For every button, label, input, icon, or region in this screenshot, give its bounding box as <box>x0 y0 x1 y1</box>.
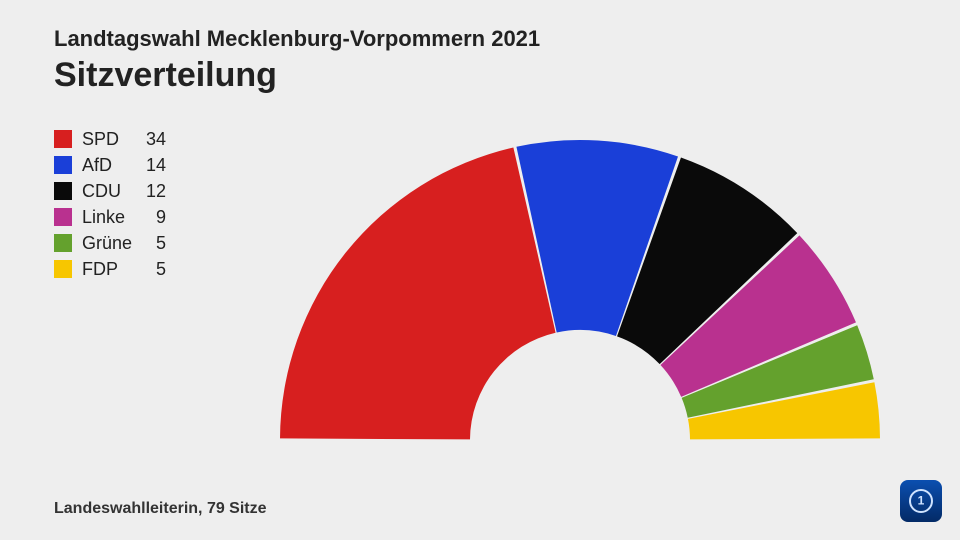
legend-row-fdp: FDP5 <box>54 256 166 282</box>
seat-distribution-chart <box>270 130 890 450</box>
legend-value-linke: 9 <box>138 207 166 228</box>
slice-spd <box>280 147 556 439</box>
legend-row-spd: SPD34 <box>54 126 166 152</box>
legend-label-linke: Linke <box>82 207 138 228</box>
legend-label-fdp: FDP <box>82 259 138 280</box>
legend-swatch-gruene <box>54 234 72 252</box>
legend-row-linke: Linke9 <box>54 204 166 230</box>
legend-label-spd: SPD <box>82 129 138 150</box>
legend-row-afd: AfD14 <box>54 152 166 178</box>
legend-label-gruene: Grüne <box>82 233 138 254</box>
page-title: Sitzverteilung <box>54 56 277 95</box>
legend-row-gruene: Grüne5 <box>54 230 166 256</box>
legend-row-cdu: CDU12 <box>54 178 166 204</box>
legend-value-gruene: 5 <box>138 233 166 254</box>
legend-swatch-linke <box>54 208 72 226</box>
source-label: Landeswahlleiterin <box>54 500 198 517</box>
legend: SPD34AfD14CDU12Linke9Grüne5FDP5 <box>54 126 166 282</box>
legend-swatch-spd <box>54 130 72 148</box>
legend-label-afd: AfD <box>82 155 138 176</box>
overline: Landtagswahl Mecklenburg-Vorpommern 2021 <box>54 26 540 52</box>
ard-1-icon <box>909 489 933 513</box>
legend-swatch-fdp <box>54 260 72 278</box>
footer-source: Landeswahlleiterin, 79 Sitze <box>54 500 267 518</box>
total-seats: 79 Sitze <box>207 500 267 517</box>
legend-value-fdp: 5 <box>138 259 166 280</box>
legend-swatch-afd <box>54 156 72 174</box>
legend-value-spd: 34 <box>138 129 166 150</box>
legend-swatch-cdu <box>54 182 72 200</box>
legend-label-cdu: CDU <box>82 181 138 202</box>
broadcaster-logo <box>900 480 942 522</box>
legend-value-cdu: 12 <box>138 181 166 202</box>
legend-value-afd: 14 <box>138 155 166 176</box>
